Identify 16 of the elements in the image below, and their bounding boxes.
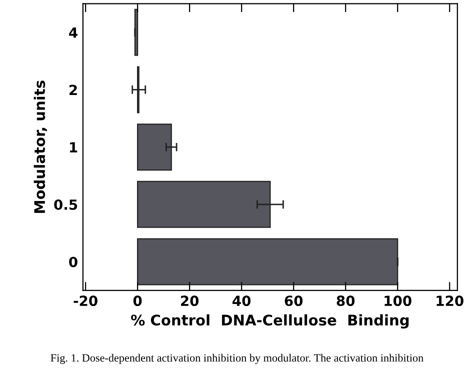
x-tick-label: 100 xyxy=(384,296,412,306)
y-tick-label: 1 xyxy=(70,142,78,152)
x-tick-label: 80 xyxy=(336,296,355,306)
y-axis-title: Modulator, units xyxy=(34,80,47,213)
x-tick-label: -20 xyxy=(74,296,98,306)
y-tick-label: 4 xyxy=(69,28,78,38)
caption: Fig. 1. Dose-dependent activation inhibition by modulator. The activation inhibition xyxy=(50,354,424,364)
x-axis-title: % Control DNA-Cellulose Binding xyxy=(131,314,409,329)
x-tick-label: 120 xyxy=(436,296,464,306)
x-tick-label: 60 xyxy=(284,296,303,306)
x-tick-label: 20 xyxy=(181,296,199,306)
x-tick-label: 0 xyxy=(133,296,142,306)
y-tick-label: 0 xyxy=(69,256,78,268)
x-tick-label: 40 xyxy=(232,296,251,306)
y-tick-label: 2 xyxy=(70,84,77,95)
y-tick-label: 0.5 xyxy=(54,199,78,210)
